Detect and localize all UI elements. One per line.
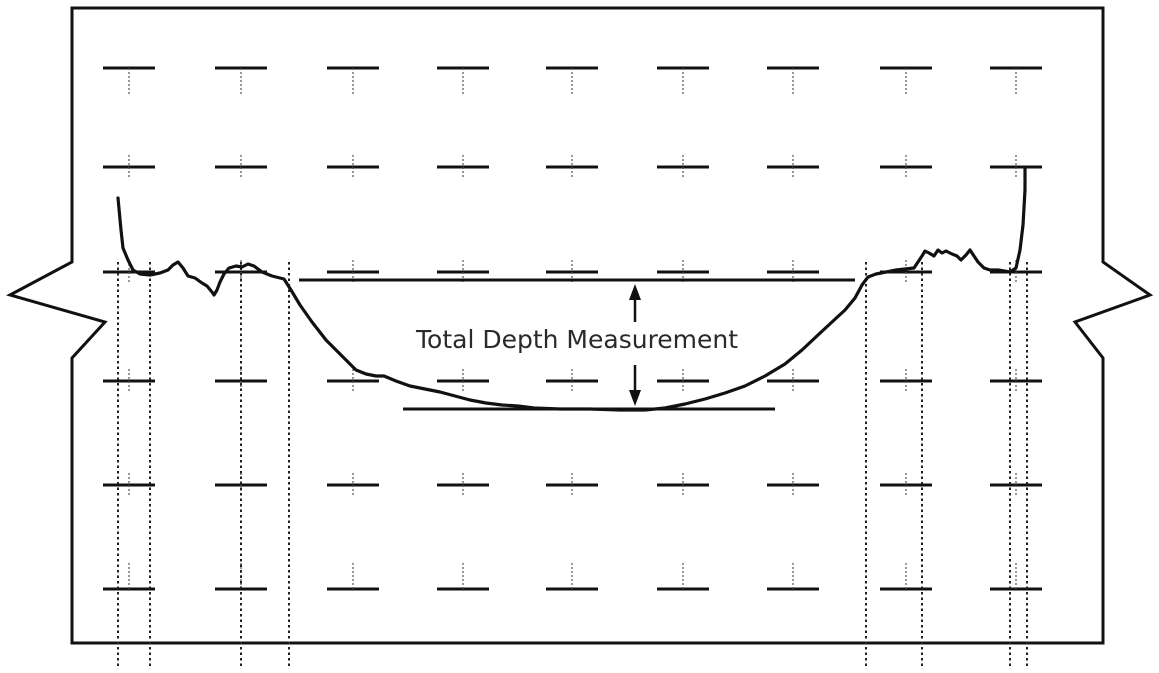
label-backdrop (408, 322, 738, 358)
depth-arrow (629, 284, 641, 406)
surface-profile (116, 166, 1027, 412)
total-depth-label: Total Depth Measurement (415, 325, 738, 354)
projection-guides (117, 262, 1028, 668)
